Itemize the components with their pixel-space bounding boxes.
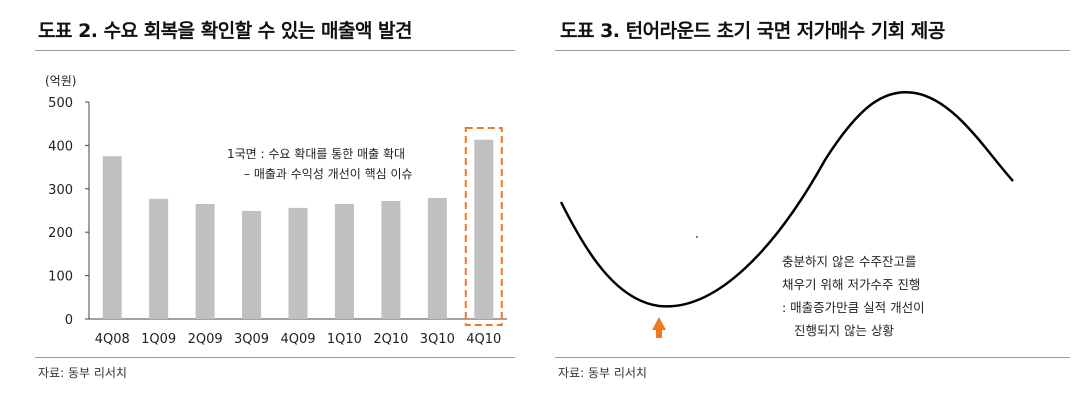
bar bbox=[334, 203, 354, 319]
bar bbox=[381, 200, 401, 319]
bar bbox=[427, 197, 447, 319]
x-tick-label: 1Q09 bbox=[141, 332, 176, 347]
chart-annotation-line: 1국면 : 수요 확대를 통한 매출 확대 bbox=[227, 147, 405, 161]
x-tick-label: 1Q10 bbox=[327, 332, 362, 347]
chart-annotation-line: – 매출과 수익성 개선이 핵심 이슈 bbox=[244, 167, 413, 181]
y-axis-unit-label: (억원) bbox=[45, 74, 76, 88]
sales-bar-chart: (억원) 0 100 200 300 400 500 4Q08 1Q09 2Q09 3Q09 4Q09… bbox=[45, 74, 507, 347]
y-tick-label: 500 bbox=[48, 96, 73, 111]
low-point-arrow-icon bbox=[652, 317, 666, 338]
x-tick-label: 4Q10 bbox=[466, 332, 501, 347]
cycle-annotation-line: 충분하지 않은 수주잔고를 bbox=[782, 254, 916, 269]
bar bbox=[288, 207, 308, 319]
sales-chart-panel: 도표 2. 수요 회복을 확인할 수 있는 매출액 발견 (억원) 0 100 200… bbox=[0, 0, 520, 403]
sales-chart-title: 도표 2. 수요 회복을 확인할 수 있는 매출액 발견 bbox=[38, 20, 413, 42]
title-divider bbox=[35, 50, 515, 51]
bar bbox=[242, 210, 262, 319]
highlight-box bbox=[464, 127, 503, 326]
bar bbox=[195, 203, 215, 319]
x-tick-label: 3Q10 bbox=[420, 332, 455, 347]
x-tick-label: 3Q09 bbox=[234, 332, 269, 347]
cycle-chart-title: 도표 3. 턴어라운드 초기 국면 저가매수 기회 제공 bbox=[560, 20, 945, 42]
source-note: 자료: 동부 리서치 bbox=[558, 366, 647, 380]
x-tick-label: 2Q10 bbox=[373, 332, 408, 347]
x-tick-label: 4Q09 bbox=[280, 332, 315, 347]
bar bbox=[149, 198, 169, 319]
stray-dot bbox=[696, 236, 698, 238]
bar bbox=[474, 139, 494, 319]
y-tick-label: 400 bbox=[48, 139, 73, 154]
y-tick-label: 100 bbox=[48, 270, 73, 285]
bar bbox=[102, 156, 122, 319]
cycle-chart-panel: 도표 3. 턴어라운드 초기 국면 저가매수 기회 제공 충분하지 않은 수주잔… bbox=[545, 0, 1073, 403]
source-note: 자료: 동부 리서치 bbox=[38, 366, 127, 380]
x-tick-label: 4Q08 bbox=[95, 332, 130, 347]
cycle-annotation-line: : 매출증가만큼 실적 개선이 bbox=[782, 300, 925, 315]
source-divider bbox=[555, 357, 1070, 358]
title-divider bbox=[555, 50, 1070, 51]
cycle-curve bbox=[559, 90, 1014, 308]
y-tick-label: 200 bbox=[48, 226, 73, 241]
y-tick-label: 300 bbox=[48, 183, 73, 198]
y-tick-label: 0 bbox=[65, 313, 73, 328]
x-tick-label: 2Q09 bbox=[188, 332, 223, 347]
source-divider bbox=[35, 357, 515, 358]
cycle-annotation-line: 진행되지 않는 상황 bbox=[794, 323, 894, 338]
cycle-annotation-line: 채우기 위해 저가수주 진행 bbox=[782, 277, 920, 292]
